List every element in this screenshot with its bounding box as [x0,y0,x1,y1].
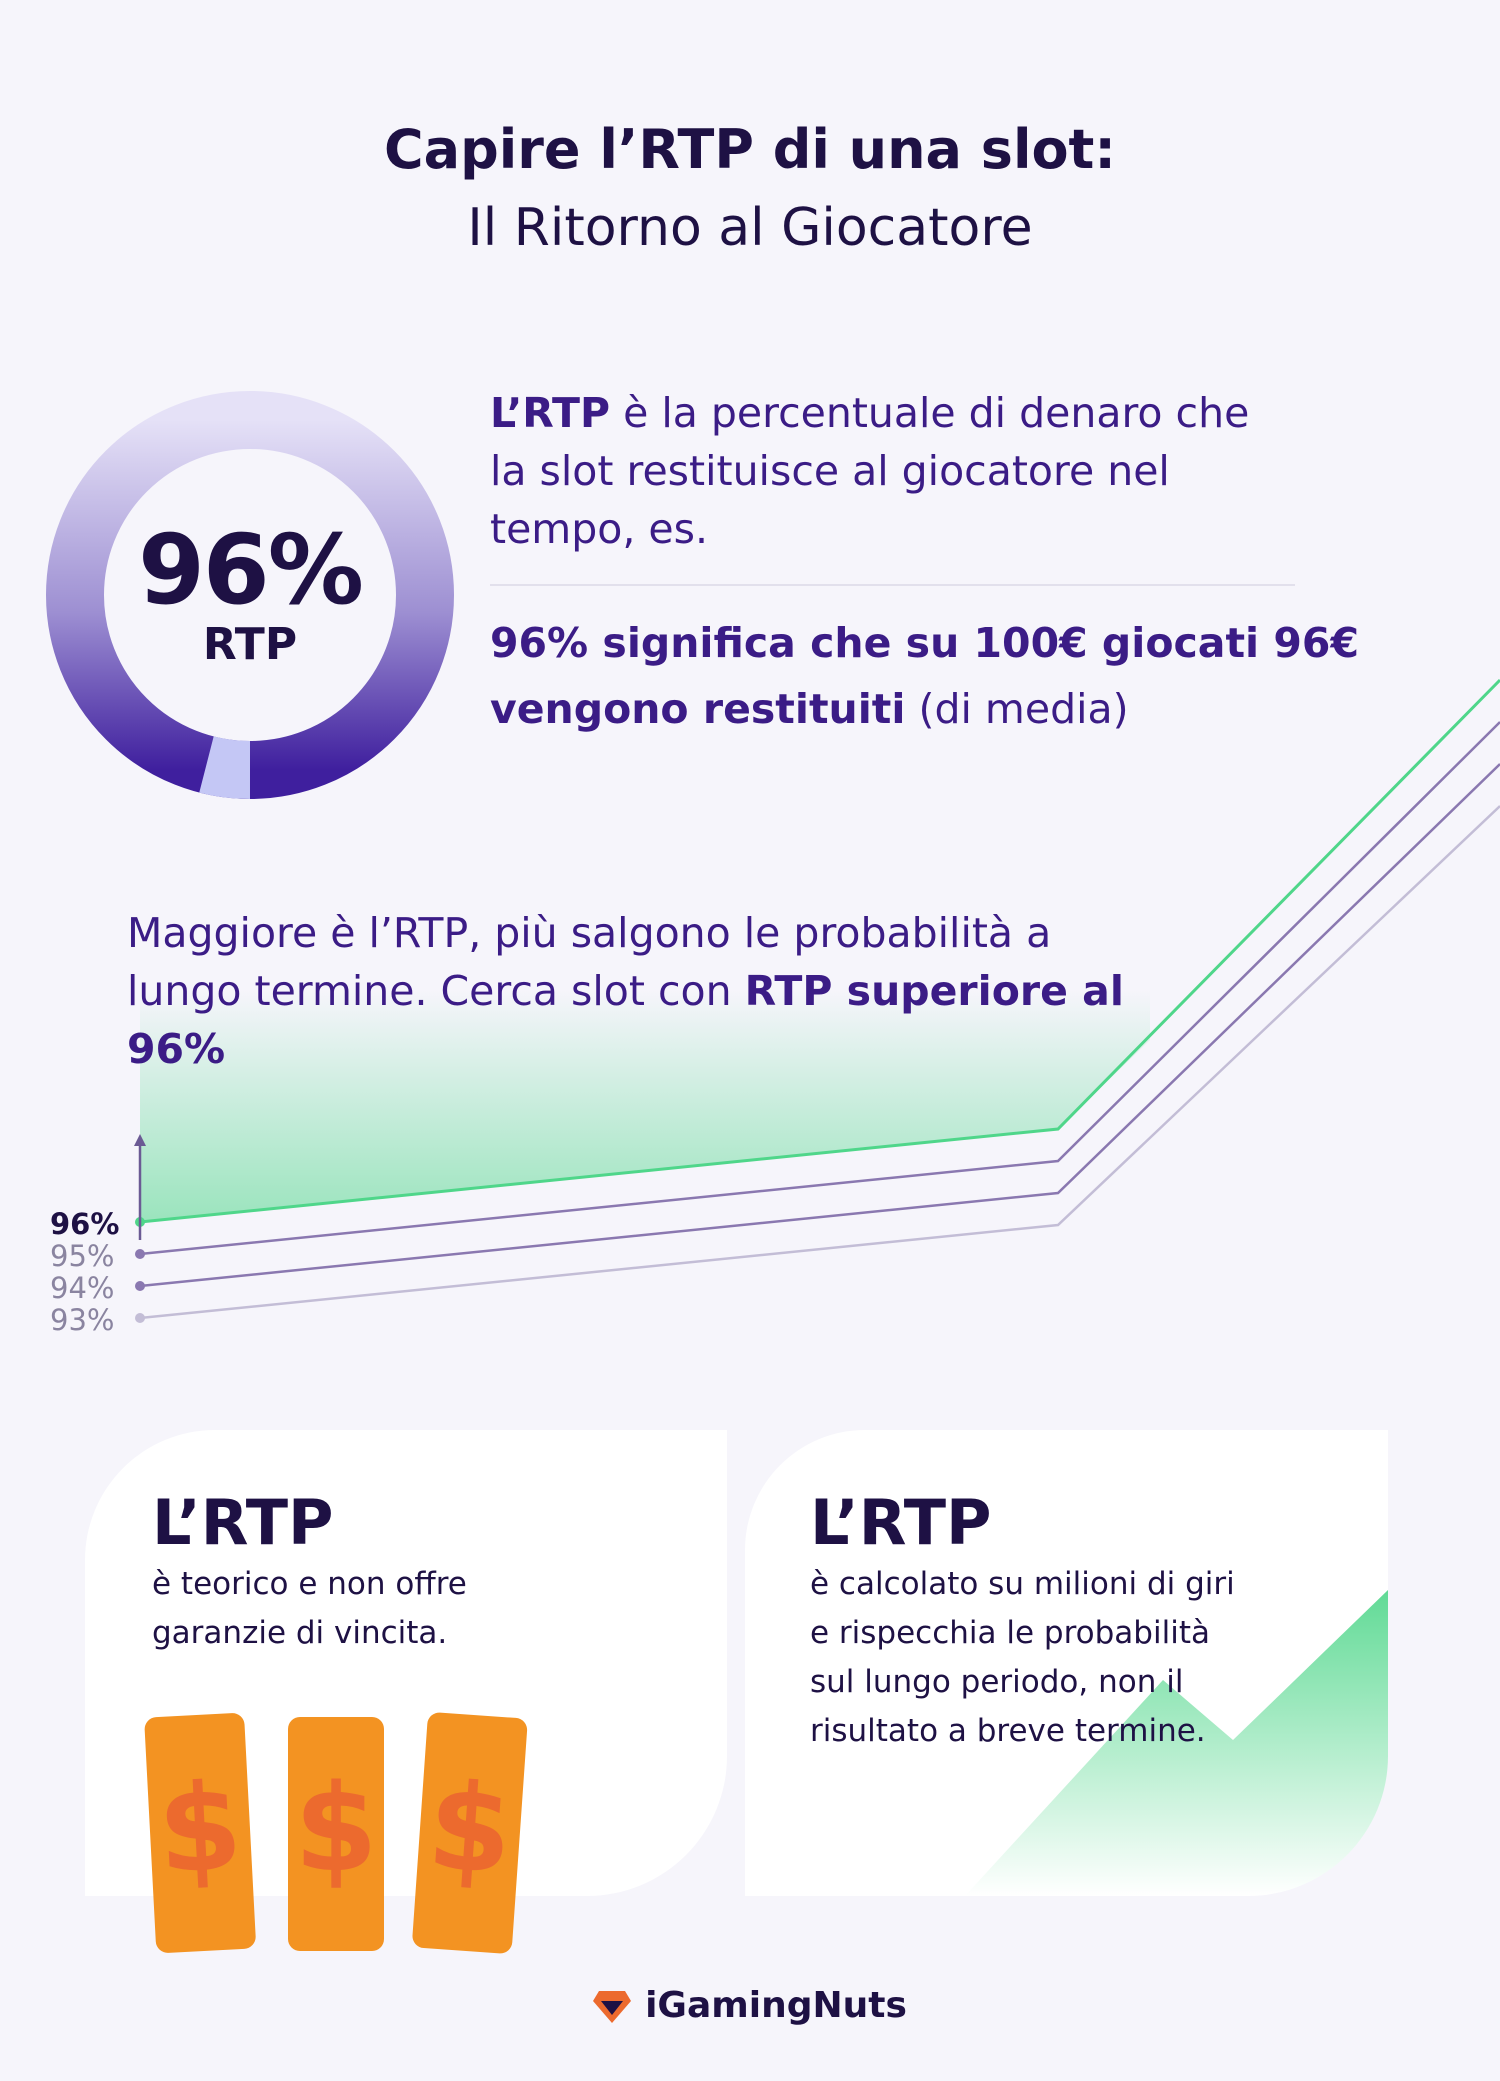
card-long-term: L’RTP è calcolato su milioni di giri e r… [745,1430,1388,1896]
intro-text: L’RTP è la percentuale di denaro che la … [490,384,1280,558]
y-tick-label: 96% [50,1207,119,1241]
meaning-bold: 96% significa che su 100€ giocati 96€ ve… [490,619,1359,733]
meaning-rest: (di media) [905,685,1129,733]
rtp-line-chart: 96%95%94%93% [50,678,1500,1337]
intro-rest: è la percentuale di denaro che la slot r… [490,389,1250,553]
donut-label: 96% RTP [45,520,455,670]
intro-section: L’RTP è la percentuale di denaro che la … [490,384,1390,742]
money-bill: $ [288,1717,384,1951]
card-text: è calcolato su milioni di giri e rispecc… [810,1566,1235,1749]
growth-area [140,990,1150,1222]
y-tick-label: 94% [50,1271,114,1305]
donut-remainder-slice [199,736,251,799]
donut-rtp-label: RTP [202,619,298,670]
y-tick-label: 95% [50,1239,114,1273]
brand-name: iGamingNuts [645,1985,907,2026]
diamond-logo-icon [593,1990,632,2023]
meaning-text: 96% significa che su 100€ giocati 96€ ve… [490,610,1390,742]
trend-up-graphic [965,1590,1388,1896]
card-title: L’RTP [810,1486,992,1559]
series-line-93 [139,805,1500,1320]
series-line-95 [139,721,1500,1256]
chart-text-plain: Maggiore è l’RTP, più salgono le probabi… [127,909,1052,1015]
series-point [135,1249,145,1259]
money-bill: $ [144,1713,256,1953]
intro-bold: L’RTP [490,389,611,437]
y-tick-label: 93% [50,1303,114,1337]
money-bill: $ [412,1712,528,1954]
series-line-96 [139,678,1500,1224]
money-symbol: $ [155,1758,246,1901]
series-line-94 [139,763,1500,1288]
money-symbol: $ [294,1760,378,1899]
series-point [135,1313,145,1323]
donut-percent: 96% [138,514,364,626]
chart-description: Maggiore è l’RTP, più salgono le probabi… [127,904,1177,1078]
brand-logo: iGamingNuts [593,1985,907,2026]
page-title: Capire l’RTP di una slot: Il Ritorno al … [0,112,1500,268]
series-point [135,1281,145,1291]
y-axis-arrow [134,1134,146,1146]
rtp-donut-chart [46,391,454,799]
money-bills-icon: $ $ $ [144,1712,528,1954]
chart-text-bold: RTP superiore al 96% [127,967,1124,1073]
title-line-1: Capire l’RTP di una slot: [384,118,1116,181]
card-title: L’RTP [152,1486,334,1559]
card-text: è teorico e non offre garanzie di vincit… [152,1566,467,1651]
footer: iGamingNuts [0,1985,1500,2027]
divider [490,584,1295,586]
money-symbol: $ [424,1757,517,1901]
title-line-2: Il Ritorno al Giocatore [467,198,1033,258]
